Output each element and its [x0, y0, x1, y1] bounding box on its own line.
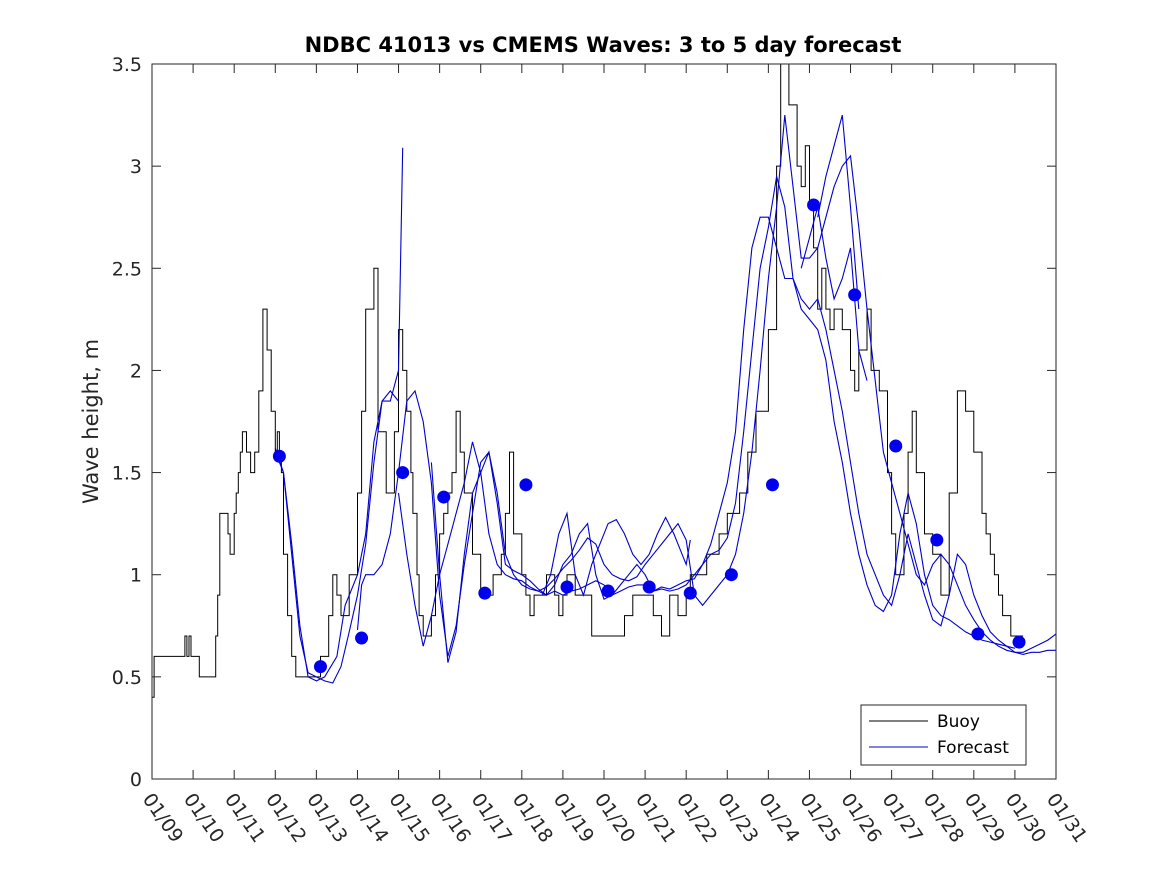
y-tick-label: 3.5 [112, 54, 142, 76]
forecast-point [1012, 635, 1026, 649]
legend: Buoy Forecast [860, 704, 1027, 766]
forecast-series-line-1 [274, 390, 399, 682]
forecast-point [519, 478, 533, 492]
y-tick-label: 0 [130, 769, 142, 791]
forecast-point [930, 533, 944, 547]
legend-buoy-label: Buoy [937, 712, 980, 732]
y-tick-label: 3 [130, 156, 142, 178]
y-tick-label: 2 [130, 360, 142, 382]
plot-area [152, 64, 1056, 779]
forecast-point [848, 288, 862, 302]
forecast-series-line-4 [430, 176, 1016, 663]
forecast-point [889, 439, 903, 453]
forecast-point [272, 449, 286, 463]
forecast-point [765, 478, 779, 492]
forecast-point [396, 466, 410, 480]
legend-box [860, 704, 1027, 766]
forecast-point [807, 198, 821, 212]
y-tick-label: 0.5 [112, 667, 142, 689]
buoy-series-line [152, 63, 1024, 698]
forecast-series-line-8 [817, 114, 860, 310]
forecast-point [437, 490, 451, 504]
forecast-point [478, 586, 492, 600]
forecast-point [560, 580, 574, 594]
forecast-point [683, 586, 697, 600]
y-axis-label: Wave height, m [79, 339, 103, 504]
marker-layer [272, 198, 1026, 674]
forecast-series-line-6 [541, 511, 691, 597]
y-tick-label: 2.5 [112, 258, 142, 280]
legend-forecast-label: Forecast [937, 738, 1009, 758]
forecast-point [355, 631, 369, 645]
forecast-point [971, 627, 985, 641]
y-tick-label: 1 [130, 565, 142, 587]
axes-frame [151, 63, 1057, 780]
forecast-series-line-2 [274, 147, 404, 684]
forecast-point [601, 584, 615, 598]
forecast-point [313, 660, 327, 674]
forecast-point [724, 568, 738, 582]
forecast-point [642, 580, 656, 594]
chart-title: NDBC 41013 vs CMEMS Waves: 3 to 5 day fo… [305, 33, 902, 57]
y-tick-label: 1.5 [112, 463, 142, 485]
forecast-series-line-7 [800, 206, 868, 381]
